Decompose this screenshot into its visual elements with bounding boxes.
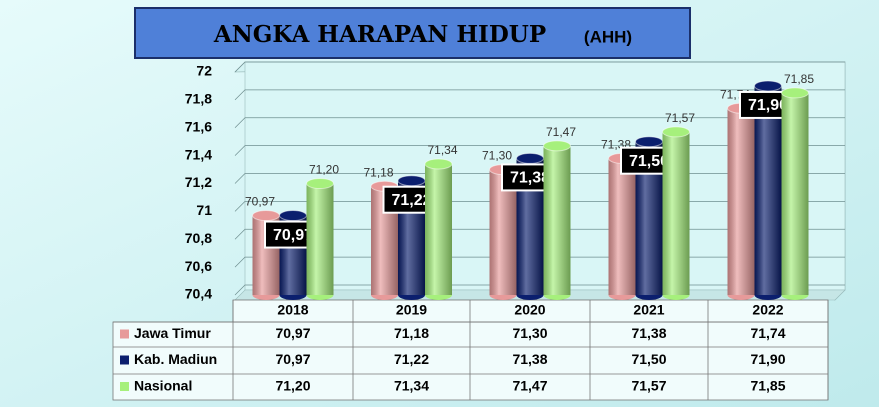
grid-line bbox=[234, 89, 845, 101]
table-cell: 71,50 bbox=[631, 351, 666, 367]
table bbox=[112, 321, 829, 401]
bar-cap bbox=[397, 175, 426, 187]
value-label: 71,57 bbox=[665, 111, 695, 125]
legend-swatch bbox=[120, 329, 129, 339]
table-cell: 71,38 bbox=[512, 351, 547, 367]
x-tick-label: 2020 bbox=[514, 302, 545, 318]
y-tick-label: 72 bbox=[196, 63, 212, 79]
table-cell: 71,85 bbox=[750, 378, 785, 394]
value-label: 71,30 bbox=[482, 149, 512, 163]
bar-shade bbox=[543, 145, 571, 295]
title-box bbox=[134, 7, 691, 59]
table-cell: 71,30 bbox=[512, 325, 547, 341]
bar-cap bbox=[543, 140, 571, 152]
x-tick-label: 2019 bbox=[396, 302, 427, 318]
y-tick-label: 71,2 bbox=[185, 174, 212, 190]
bar-shade bbox=[608, 158, 636, 295]
bar-cap bbox=[781, 87, 809, 99]
value-label: 71,47 bbox=[546, 125, 576, 139]
y-tick-label: 71,6 bbox=[185, 118, 212, 134]
table-cell: 71,74 bbox=[750, 325, 785, 341]
table-cell: 71,18 bbox=[394, 325, 429, 341]
y-tick-label: 70,6 bbox=[185, 258, 212, 274]
value-label: 71,22 bbox=[391, 192, 431, 209]
x-tick-label: 2018 bbox=[277, 302, 308, 318]
bar-cap bbox=[635, 136, 663, 148]
bar-cap bbox=[662, 126, 690, 138]
bar-cap bbox=[279, 210, 307, 222]
grid-line bbox=[234, 61, 845, 73]
bar-cap bbox=[252, 210, 280, 222]
legend-label: Jawa Timur bbox=[134, 325, 211, 341]
value-label: 71,18 bbox=[363, 165, 393, 179]
table-cell: 71,38 bbox=[631, 325, 666, 341]
value-label: 70,97 bbox=[245, 195, 275, 209]
value-label: 71,38 bbox=[510, 170, 550, 187]
value-label: 71,20 bbox=[309, 163, 339, 177]
x-tick-label: 2022 bbox=[752, 302, 783, 318]
legend-swatch bbox=[120, 355, 129, 365]
table-cell: 70,97 bbox=[275, 325, 310, 341]
bar-shade bbox=[306, 183, 334, 295]
y-tick-label: 70,8 bbox=[185, 230, 212, 246]
bar-shade bbox=[662, 131, 690, 295]
bar-shade bbox=[754, 85, 782, 295]
chart-title: ANGKA HARAPAN HIDUP bbox=[213, 21, 546, 48]
grid-line bbox=[234, 117, 845, 128]
value-label: 71,85 bbox=[784, 72, 814, 86]
value-label: 70,97 bbox=[273, 227, 313, 244]
x-tick-label: 2021 bbox=[633, 302, 664, 318]
value-label: 71,34 bbox=[427, 143, 457, 157]
value-label: 71,90 bbox=[748, 97, 788, 114]
legend-swatch bbox=[120, 382, 129, 391]
chart-subtitle: (AHH) bbox=[584, 27, 632, 46]
bar-cap bbox=[516, 152, 544, 164]
y-tick-label: 71,8 bbox=[185, 91, 212, 107]
y-tick-label: 70,4 bbox=[185, 286, 212, 302]
table-cell: 71,90 bbox=[750, 351, 785, 367]
y-tick-label: 71,4 bbox=[185, 146, 212, 162]
y-tick-label: 71 bbox=[196, 202, 212, 218]
legend-label: Kab. Madiun bbox=[134, 351, 217, 367]
table-cell: 71,20 bbox=[275, 378, 310, 394]
table-cell: 71,57 bbox=[631, 378, 666, 394]
bar-cap bbox=[424, 158, 453, 170]
table-cell: 71,34 bbox=[394, 378, 429, 394]
table-cell: 70,97 bbox=[275, 351, 310, 367]
value-label: 71,50 bbox=[629, 153, 669, 170]
table-cell: 71,22 bbox=[394, 351, 429, 367]
bar-shade bbox=[425, 163, 452, 295]
bar-cap bbox=[306, 178, 334, 189]
bar-shade bbox=[781, 92, 809, 295]
legend-label: Nasional bbox=[134, 378, 192, 394]
bar-shade bbox=[727, 108, 755, 295]
bar-cap bbox=[754, 80, 782, 92]
table-cell: 71,47 bbox=[512, 378, 547, 394]
